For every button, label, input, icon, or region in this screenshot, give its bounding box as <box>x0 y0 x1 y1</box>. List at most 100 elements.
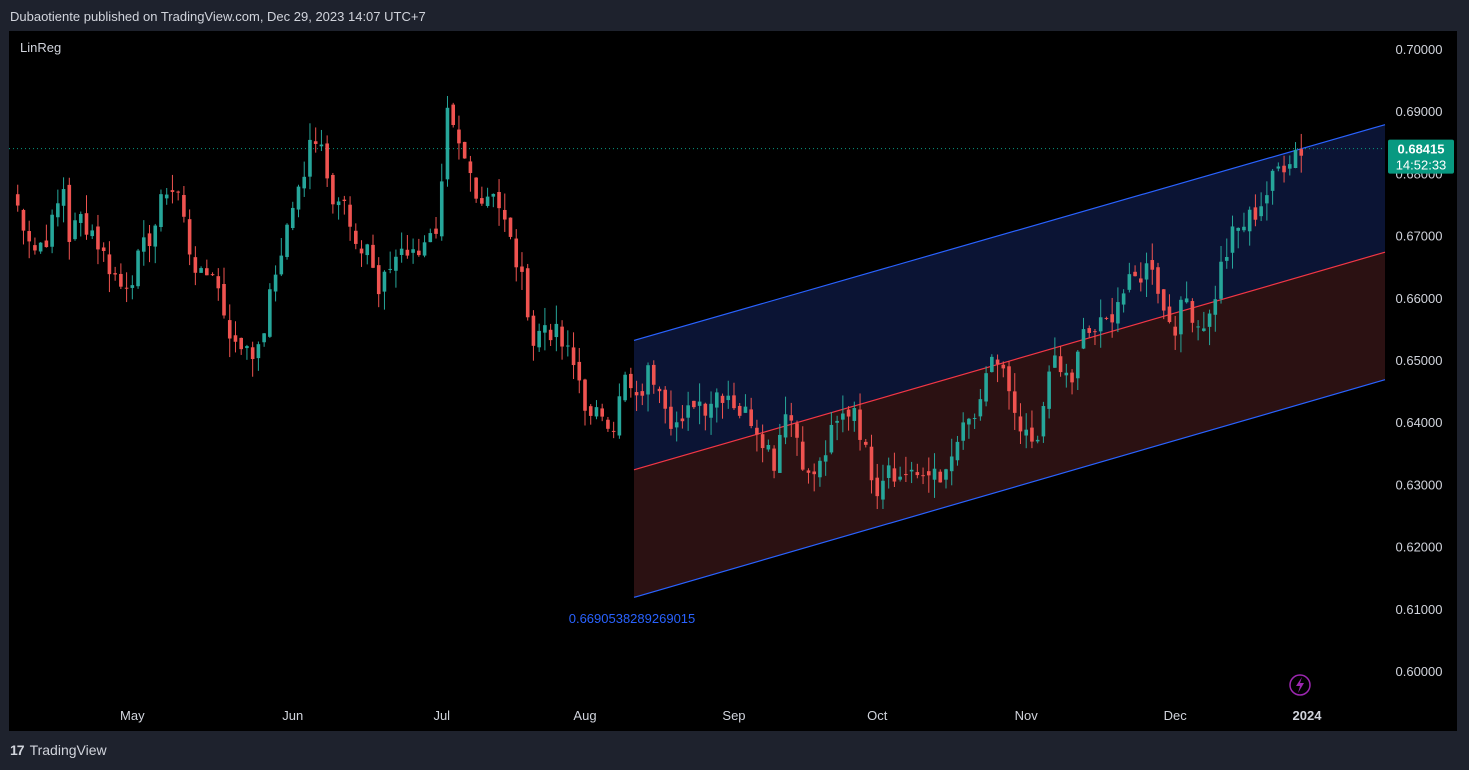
candle[interactable] <box>1179 296 1183 353</box>
candle[interactable] <box>686 391 690 431</box>
lightning-icon[interactable] <box>1289 674 1311 696</box>
candle[interactable] <box>588 404 593 425</box>
candle[interactable] <box>1070 369 1074 395</box>
candle[interactable] <box>634 380 639 412</box>
candle[interactable] <box>995 354 1000 383</box>
candle[interactable] <box>313 127 318 153</box>
candle[interactable] <box>778 423 782 474</box>
candle[interactable] <box>823 440 828 476</box>
candle[interactable] <box>543 307 547 351</box>
candle[interactable] <box>944 468 948 489</box>
candle[interactable] <box>806 468 811 484</box>
candle[interactable] <box>354 223 358 250</box>
candle[interactable] <box>233 321 238 353</box>
candle[interactable] <box>27 220 31 259</box>
candle[interactable] <box>445 95 450 187</box>
candle[interactable] <box>1053 337 1057 368</box>
candle[interactable] <box>1139 262 1143 292</box>
candle[interactable] <box>743 394 748 413</box>
candle[interactable] <box>290 201 295 231</box>
candle[interactable] <box>1121 289 1126 313</box>
candle[interactable] <box>245 344 249 360</box>
candle[interactable] <box>325 135 329 187</box>
candle[interactable] <box>663 386 668 424</box>
candle[interactable] <box>417 238 421 257</box>
candle[interactable] <box>1116 287 1120 333</box>
candle[interactable] <box>783 396 788 445</box>
candle[interactable] <box>531 310 536 361</box>
candle[interactable] <box>577 347 582 394</box>
candle[interactable] <box>268 283 272 338</box>
candle[interactable] <box>1299 133 1304 173</box>
candle[interactable] <box>239 337 243 355</box>
candle[interactable] <box>84 195 89 240</box>
candle[interactable] <box>15 184 20 212</box>
candle[interactable] <box>772 445 776 479</box>
candle[interactable] <box>537 323 541 352</box>
candle[interactable] <box>342 195 347 215</box>
candle[interactable] <box>657 386 662 404</box>
candle[interactable] <box>90 224 95 240</box>
candle[interactable] <box>606 416 610 432</box>
candle[interactable] <box>1167 294 1172 324</box>
candle[interactable] <box>1081 317 1086 350</box>
candle[interactable] <box>1196 320 1200 341</box>
price-chart[interactable]: 0.700000.690000.680000.670000.660000.650… <box>9 31 1457 731</box>
candle[interactable] <box>1093 329 1097 346</box>
candle[interactable] <box>1127 262 1132 293</box>
candle[interactable] <box>1293 142 1298 169</box>
candle[interactable] <box>1265 181 1269 221</box>
candle[interactable] <box>119 263 123 289</box>
candle[interactable] <box>61 177 66 223</box>
candle[interactable] <box>1087 325 1092 338</box>
candle[interactable] <box>365 243 370 265</box>
candle[interactable] <box>399 232 404 263</box>
candle[interactable] <box>1230 215 1235 269</box>
candle[interactable] <box>909 461 914 484</box>
candle[interactable] <box>1247 206 1252 246</box>
candle[interactable] <box>1144 252 1149 297</box>
candle[interactable] <box>44 224 49 248</box>
candle[interactable] <box>147 224 152 263</box>
candle[interactable] <box>1133 265 1137 277</box>
candle[interactable] <box>159 189 163 232</box>
candle[interactable] <box>182 186 186 223</box>
candle[interactable] <box>256 341 261 371</box>
candle[interactable] <box>732 382 736 410</box>
candle[interactable] <box>651 360 656 394</box>
candle[interactable] <box>554 305 559 352</box>
candle[interactable] <box>502 193 507 232</box>
candle[interactable] <box>703 402 708 431</box>
candle[interactable] <box>33 237 37 255</box>
candle[interactable] <box>319 129 324 152</box>
candle[interactable] <box>371 234 375 269</box>
candle[interactable] <box>714 388 719 423</box>
candle[interactable] <box>1041 401 1046 443</box>
candle[interactable] <box>697 383 702 425</box>
candle[interactable] <box>468 155 473 192</box>
candle[interactable] <box>405 235 410 259</box>
candle[interactable] <box>497 179 501 226</box>
candle[interactable] <box>892 452 897 488</box>
candle[interactable] <box>38 242 43 254</box>
candle[interactable] <box>566 330 570 357</box>
candle[interactable] <box>262 333 266 347</box>
candle[interactable] <box>1207 309 1212 346</box>
candle[interactable] <box>1276 162 1281 172</box>
candle[interactable] <box>1202 311 1206 332</box>
candle[interactable] <box>514 229 519 282</box>
candle[interactable] <box>961 412 965 450</box>
candle[interactable] <box>548 323 553 346</box>
candle[interactable] <box>921 467 925 485</box>
candle[interactable] <box>279 238 284 277</box>
candle[interactable] <box>967 417 971 439</box>
candle[interactable] <box>1213 285 1218 332</box>
candle[interactable] <box>1110 297 1114 338</box>
candle[interactable] <box>101 242 106 262</box>
candle[interactable] <box>520 252 524 290</box>
candle[interactable] <box>428 228 433 243</box>
candle[interactable] <box>1150 243 1155 285</box>
candle[interactable] <box>1007 361 1011 410</box>
candle[interactable] <box>1161 288 1166 320</box>
candle[interactable] <box>795 420 799 456</box>
